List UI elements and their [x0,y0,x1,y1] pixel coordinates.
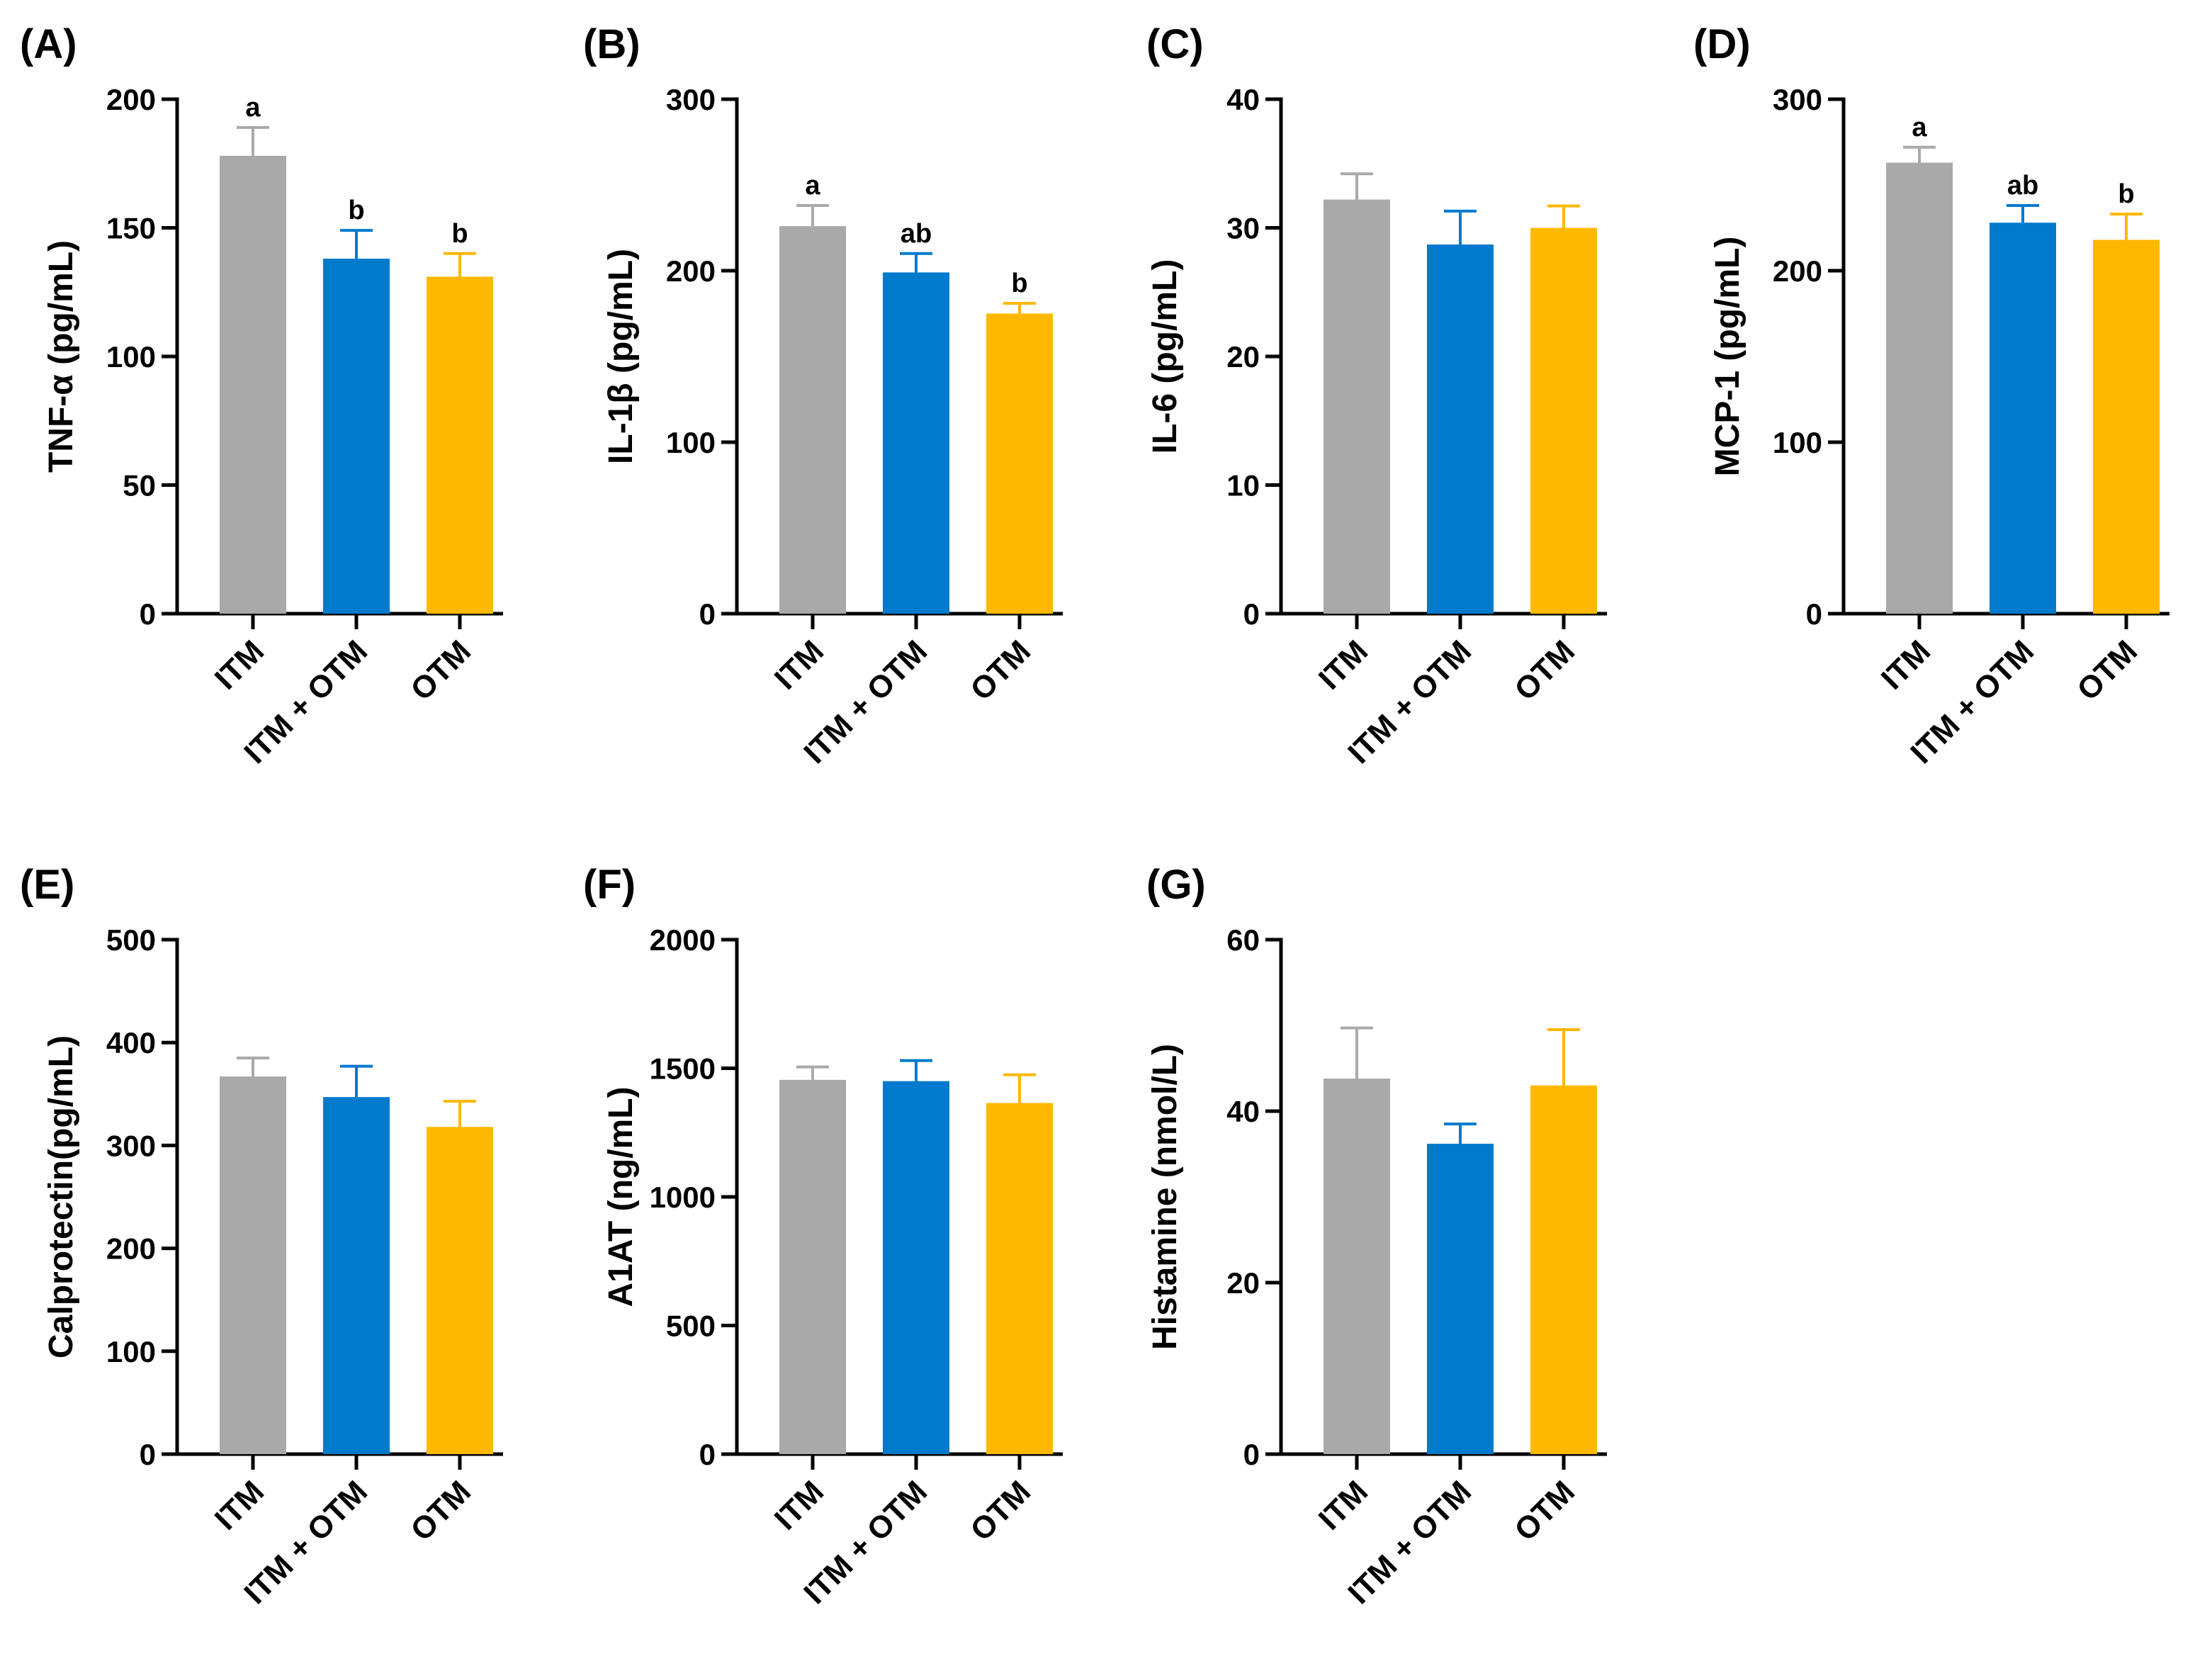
y-tick-label: 1000 [650,1181,716,1214]
y-tick-label: 30 [1226,212,1260,245]
y-tick-label: 200 [106,83,156,116]
x-tick-label: OTM [964,634,1037,707]
significance-letter: a [805,171,820,201]
y-tick-label: 200 [1773,254,1822,288]
y-axis-title: Histamine (nmol/L) [1146,1044,1184,1350]
chart-panel: (E) 0 100 200 300 400 500 Calprotectin(pg/mL) IT… [20,862,503,1611]
x-tick-label: ITM [1312,634,1375,696]
x-tick-label: ITM [1312,1474,1375,1536]
x-tick-label: OTM [1508,634,1581,707]
bar [427,1127,493,1454]
bar [427,276,493,614]
y-tick-label: 100 [666,426,716,459]
y-axis-title: IL-1β (pg/mL) [602,249,640,464]
bar [220,155,286,614]
y-tick-label: 10 [1226,469,1260,502]
bar [1886,162,1953,614]
y-tick-label: 20 [1226,1266,1260,1300]
x-tick-label: OTM [964,1474,1037,1548]
bar [986,313,1053,614]
y-tick-label: 50 [123,469,156,502]
y-tick-label: 60 [1226,923,1260,957]
x-tick-label: OTM [404,634,478,707]
panel-label: (A) [20,21,77,67]
y-axis-title: A1AT (ng/mL) [602,1086,640,1307]
bar [2093,240,2160,614]
y-tick-label: 0 [699,597,716,631]
bar [883,272,949,614]
x-tick-label: ITM [208,1474,271,1536]
panel-label: (D) [1693,21,1751,67]
significance-letter: ab [901,219,932,249]
bar [1530,227,1597,614]
x-tick-label: ITM [768,1474,830,1536]
panel-label: (B) [583,21,641,67]
y-tick-label: 300 [1773,83,1822,116]
bar [1427,244,1494,614]
y-tick-label: 0 [699,1438,716,1471]
significance-letter: a [1912,113,1927,142]
y-tick-label: 0 [1806,597,1822,631]
x-tick-label: OTM [2070,634,2144,707]
y-tick-label: 200 [106,1232,156,1266]
y-tick-label: 40 [1226,83,1260,116]
y-tick-label: 300 [106,1129,156,1162]
significance-letter: b [348,196,364,225]
bar [323,1097,390,1454]
y-axis-title: TNF-α (pg/mL) [43,240,80,473]
x-tick-label: OTM [404,1474,478,1548]
y-tick-label: 1500 [650,1052,716,1086]
bar [1427,1143,1494,1454]
bar [1324,199,1390,614]
y-tick-label: 100 [106,1335,156,1368]
bar [779,226,846,614]
panel-label: (G) [1146,862,1206,908]
y-axis-title: Calprotectin(pg/mL) [43,1035,80,1358]
y-tick-label: 100 [1773,426,1822,459]
x-tick-label: ITM [208,634,271,696]
panel-label: (C) [1146,21,1204,67]
panel-label: (E) [20,862,74,908]
y-tick-label: 0 [1243,1438,1260,1471]
x-tick-label: ITM [1875,634,1937,696]
y-tick-label: 0 [1243,597,1260,631]
y-tick-label: 0 [140,1438,156,1471]
y-tick-label: 100 [106,340,156,373]
y-tick-label: 150 [106,212,156,245]
x-tick-label: ITM [768,634,830,696]
panel-label: (F) [583,862,636,908]
y-tick-label: 0 [140,597,156,631]
y-tick-label: 200 [666,254,716,288]
significance-letter: ab [2007,171,2038,201]
bar [220,1076,286,1454]
significance-letter: b [1011,269,1027,298]
y-tick-label: 40 [1226,1095,1260,1128]
y-tick-label: 300 [666,83,716,116]
significance-letter: a [245,93,261,123]
y-tick-label: 500 [106,923,156,957]
y-tick-label: 2000 [650,923,716,957]
bar [779,1079,846,1454]
bar [986,1103,1053,1454]
y-tick-label: 400 [106,1026,156,1059]
bar [883,1081,949,1454]
y-tick-label: 20 [1226,340,1260,373]
y-axis-title: IL-6 (pg/mL) [1146,259,1184,454]
bar [1990,223,2056,614]
y-axis-title: MCP-1 (pg/mL) [1709,237,1747,477]
bar [1530,1085,1597,1454]
x-tick-label: OTM [1508,1474,1581,1548]
significance-letter: b [2118,179,2134,209]
significance-letter: b [451,219,468,249]
y-tick-label: 500 [666,1310,716,1343]
bar [1324,1079,1390,1454]
bar [323,259,390,614]
